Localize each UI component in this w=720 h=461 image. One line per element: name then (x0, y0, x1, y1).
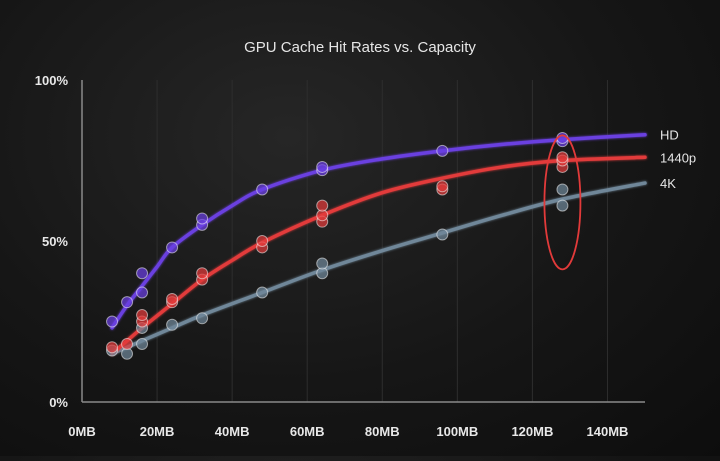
y-tick-label: 0% (49, 395, 68, 410)
data-point-hd (136, 267, 149, 280)
y-tick-label: 100% (35, 73, 69, 88)
x-tick-label: 140MB (587, 424, 629, 439)
data-point-1440p (256, 235, 269, 247)
x-tick-label: 80MB (365, 424, 400, 439)
highlight-ellipse (543, 134, 582, 271)
y-tick-label: 50% (42, 234, 68, 249)
data-point-1440p (166, 292, 179, 305)
x-tick-label: 0MB (68, 424, 95, 439)
x-tick-label: 40MB (215, 424, 250, 439)
data-point-hd (556, 131, 569, 144)
x-tick-label: 60MB (290, 424, 325, 439)
data-point-hd (121, 296, 134, 309)
data-point-hd (436, 144, 449, 157)
x-tick-label: 100MB (436, 424, 478, 439)
data-point-4k (316, 257, 329, 270)
data-point-1440p (436, 180, 449, 193)
data-point-1440p (556, 151, 569, 164)
data-point-1440p (196, 267, 209, 280)
data-point-4k (136, 338, 149, 351)
data-point-4k (436, 228, 449, 241)
series-label: 4K (660, 176, 676, 191)
data-point-hd (256, 183, 269, 196)
data-point-hd (106, 315, 119, 328)
x-tick-label: 120MB (511, 424, 553, 439)
data-point-1440p (121, 338, 134, 351)
data-point-1440p (316, 199, 329, 212)
data-point-4k (556, 183, 569, 196)
series-label: 1440p (660, 150, 696, 165)
chart-title: GPU Cache Hit Rates vs. Capacity (244, 39, 476, 56)
data-point-4k (556, 199, 569, 212)
data-point-hd (136, 286, 149, 299)
data-point-1440p (136, 309, 149, 322)
data-point-hd (166, 241, 179, 254)
data-point-1440p (106, 341, 119, 354)
series-line-hd (110, 132, 647, 330)
series-label: HD (660, 128, 679, 143)
data-point-hd (316, 160, 329, 173)
data-point-4k (196, 312, 209, 325)
data-point-4k (166, 318, 179, 331)
x-tick-label: 20MB (140, 424, 175, 439)
data-point-hd (196, 212, 209, 225)
data-point-4k (256, 286, 269, 299)
